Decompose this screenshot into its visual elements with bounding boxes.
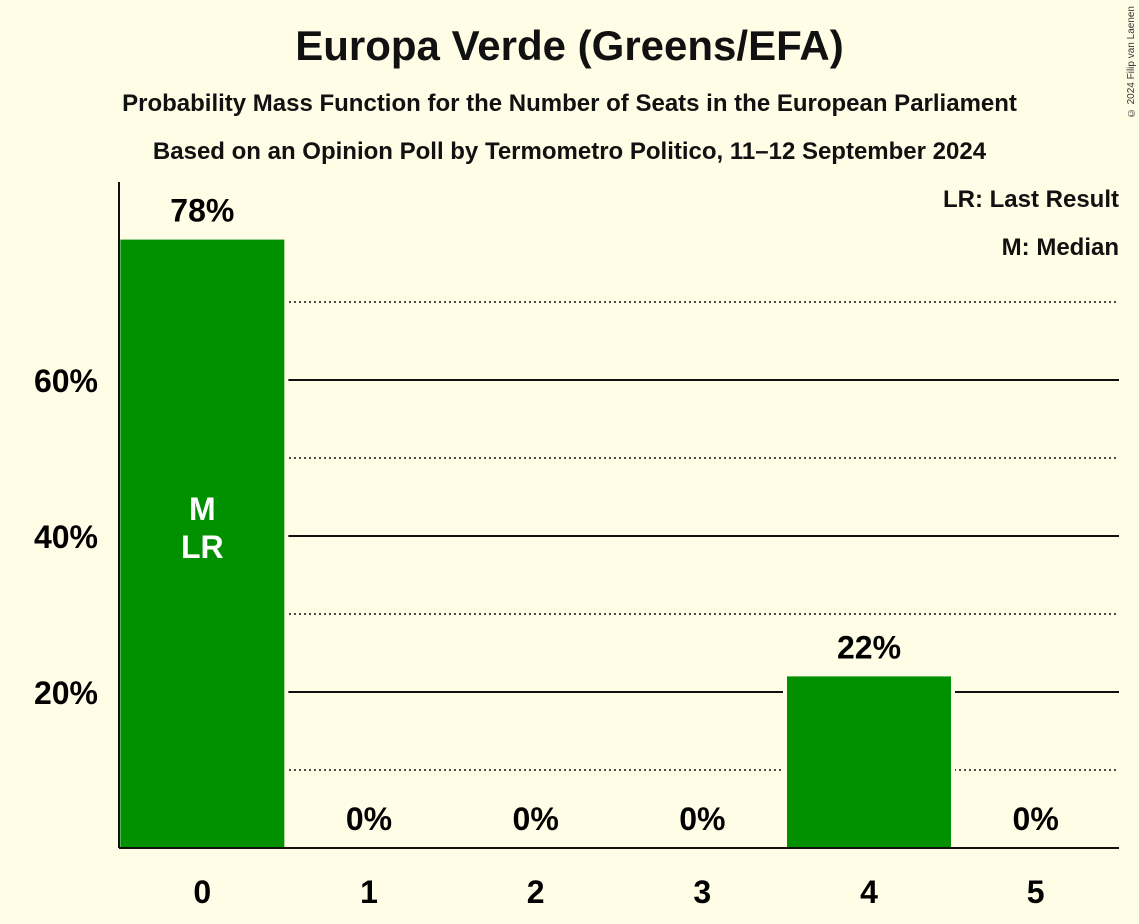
- bar-seat-0: [120, 239, 285, 849]
- y-tick-label: 20%: [34, 675, 98, 711]
- chart-subtitle: Probability Mass Function for the Number…: [122, 90, 1017, 117]
- legend-last-result: LR: Last Result: [942, 186, 1119, 213]
- x-tick-label: 3: [693, 874, 711, 910]
- x-tick-label: 2: [527, 874, 545, 910]
- y-tick-label: 40%: [34, 519, 98, 555]
- bar-value-label: 22%: [837, 629, 901, 665]
- x-tick-label: 0: [193, 874, 211, 910]
- chart-title: Europa Verde (Greens/EFA): [295, 22, 844, 69]
- bar-value-label: 0%: [346, 801, 392, 837]
- chart-subtitle-source: Based on an Opinion Poll by Termometro P…: [152, 138, 987, 165]
- x-tick-label: 4: [860, 874, 878, 910]
- bar-value-label: 0%: [513, 801, 559, 837]
- bar-value-label: 0%: [1013, 801, 1059, 837]
- bar-seat-4: [787, 676, 951, 848]
- bar-value-label: 78%: [170, 193, 234, 229]
- last-result-marker: LR: [181, 529, 224, 565]
- x-tick-label: 1: [360, 874, 378, 910]
- bar-value-label: 0%: [679, 801, 725, 837]
- legend-median: M: Median: [1001, 234, 1119, 261]
- y-tick-label: 60%: [34, 363, 98, 399]
- x-tick-label: 5: [1027, 874, 1045, 910]
- median-marker: M: [189, 491, 216, 527]
